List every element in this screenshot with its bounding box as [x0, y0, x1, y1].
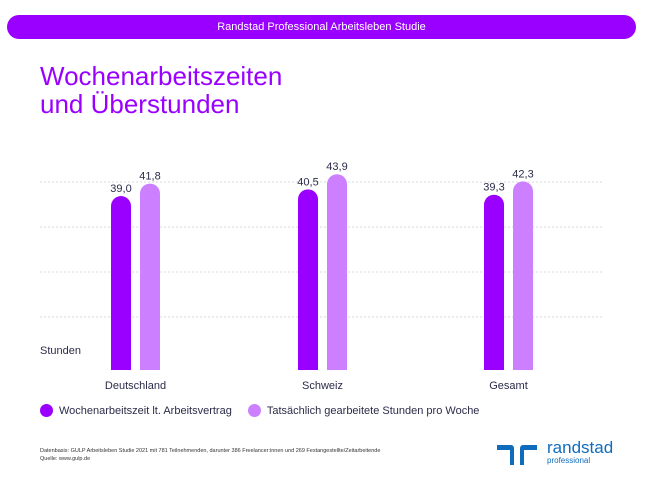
bar	[140, 183, 160, 370]
title-line-1: Wochenarbeitszeiten	[40, 61, 283, 91]
data-basis: Datenbasis: GULP Arbeitsleben Studie 202…	[40, 448, 381, 454]
data-label: 41,8	[139, 171, 160, 183]
page-title: Wochenarbeitszeiten und Überstunden	[40, 62, 282, 118]
legend-label: Tatsächlich gearbeitete Stunden pro Woch…	[266, 404, 480, 417]
category-label: Gesamt	[489, 380, 528, 392]
legend-item-contract: Wochenarbeitszeit lt. Arbeitsvertrag	[40, 404, 232, 417]
data-label: 39,0	[110, 183, 131, 195]
legend-item-actual: Tatsächlich gearbeitete Stunden pro Woch…	[247, 404, 480, 417]
randstad-logo-icon	[497, 444, 537, 465]
legend-label: Wochenarbeitszeit lt. Arbeitsvertrag	[59, 404, 232, 417]
bar-chart: Stunden 39,0 41,8 Deutschland 40,5 43,9 Schwei…	[40, 161, 603, 392]
bar	[513, 181, 533, 370]
header-banner: Randstad Professional Arbeitsleben Studi…	[7, 15, 636, 39]
title-line-2: und Überstunden	[40, 89, 240, 119]
data-label: 43,9	[326, 161, 347, 173]
bar	[298, 189, 318, 370]
legend-dot	[40, 404, 53, 417]
bar	[327, 174, 347, 370]
legend: Wochenarbeitszeit lt. Arbeitsvertrag Tat…	[40, 404, 479, 417]
bar	[484, 194, 504, 370]
logo-name: randstad	[547, 438, 614, 457]
footer-source: Datenbasis: GULP Arbeitsleben Studie 202…	[40, 447, 380, 463]
randstad-logo: randstad professional	[497, 438, 614, 465]
category-label: Deutschland	[105, 380, 166, 392]
data-label: 40,5	[297, 176, 318, 188]
category-label: Schweiz	[302, 380, 343, 392]
data-label: 39,3	[483, 182, 504, 194]
bar	[111, 196, 131, 370]
y-axis-label: Stunden	[40, 345, 81, 357]
source-link: Quelle: www.gulp.de	[40, 456, 91, 462]
data-label: 42,3	[512, 168, 533, 180]
logo-sub: professional	[547, 456, 591, 465]
legend-dot	[247, 404, 261, 417]
